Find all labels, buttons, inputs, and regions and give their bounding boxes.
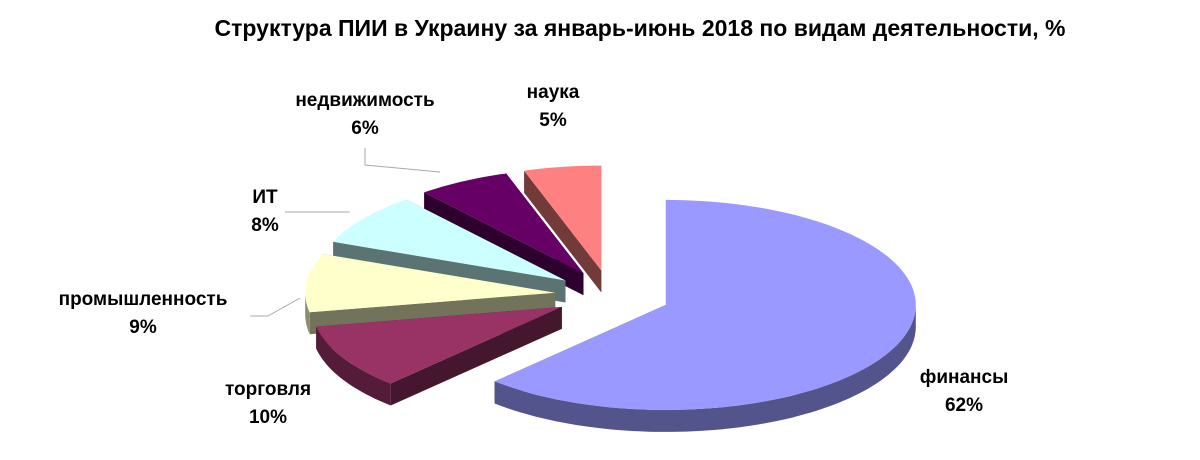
slice [524, 165, 602, 293]
category-label: финансы [920, 367, 1009, 388]
value-label: 5% [539, 110, 567, 131]
slice-top [424, 173, 584, 274]
slice [494, 199, 916, 432]
labels: финансы 62% торговля 10% промышленность 9% ИТ 8… [59, 82, 1009, 428]
slice-top [524, 165, 602, 271]
category-label: торговля [225, 379, 311, 400]
value-label: 62% [945, 395, 983, 416]
leader-lines [250, 148, 441, 317]
category-label: недвижимость [295, 90, 434, 111]
slice-wall [305, 292, 310, 335]
slice-top [305, 254, 556, 313]
leader-line [250, 297, 301, 317]
value-label: 10% [249, 407, 287, 428]
chart-title: Структура ПИИ в Украину за январь-июнь 2… [215, 15, 1066, 41]
category-label: наука [527, 82, 580, 103]
slice [305, 254, 556, 335]
leader-line [364, 148, 441, 173]
slice-top [494, 199, 916, 410]
value-label: 8% [251, 215, 279, 236]
slice-wall [316, 326, 391, 406]
value-label: 6% [351, 118, 379, 139]
slice-top [316, 306, 562, 384]
slice-side [524, 170, 602, 293]
value-label: 9% [129, 317, 157, 338]
slice-top [333, 199, 566, 281]
slice-wall [494, 304, 916, 432]
slice [316, 306, 562, 406]
pie [305, 165, 916, 432]
category-label: промышленность [59, 289, 228, 310]
category-label: ИТ [252, 187, 278, 208]
